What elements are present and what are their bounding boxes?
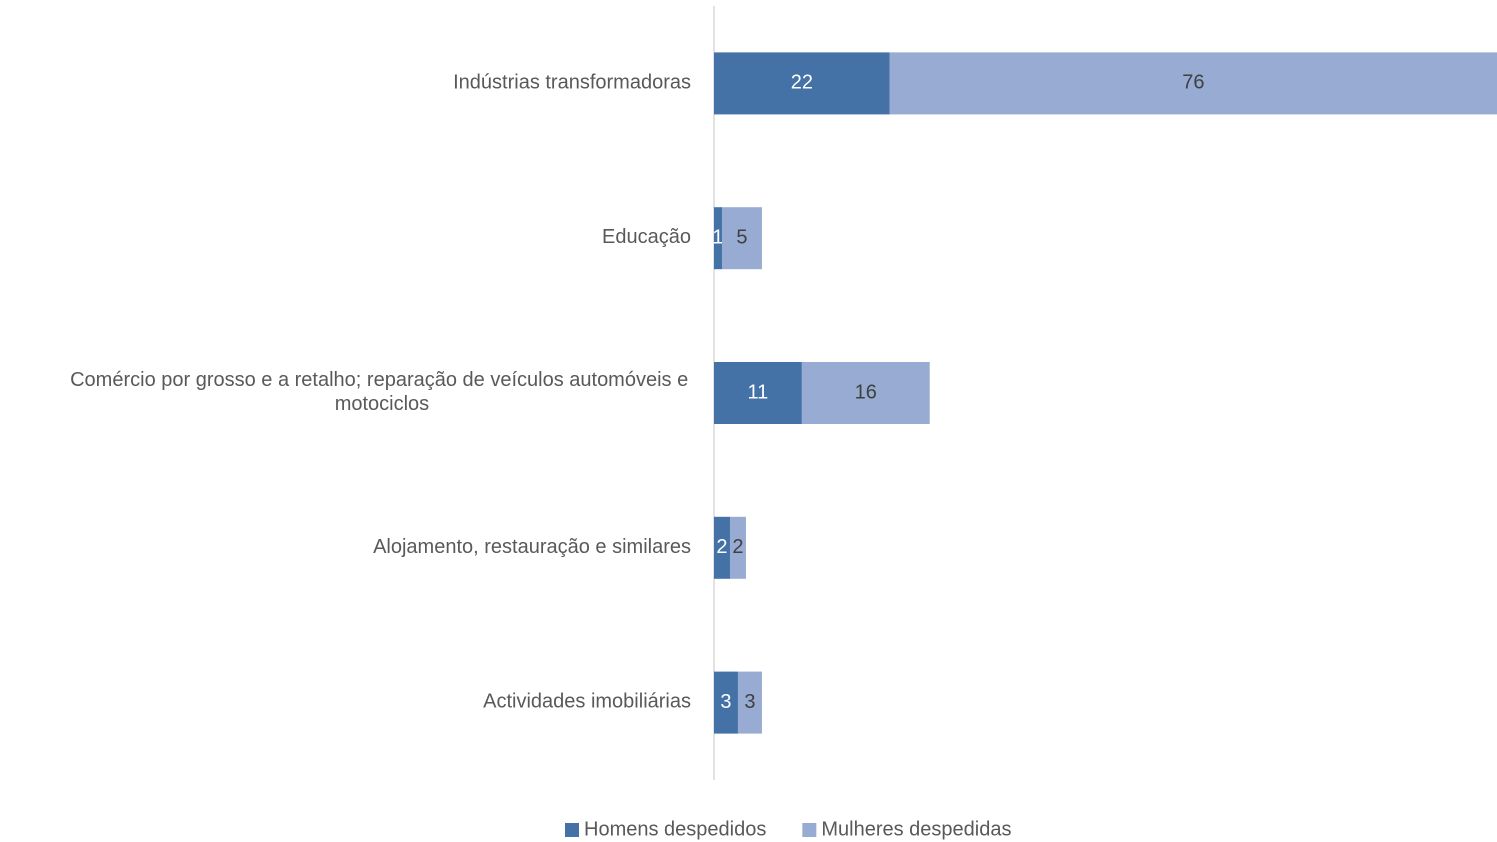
bar-segment: [737, 671, 762, 734]
value-label: 2: [732, 536, 743, 558]
bar-segment: [714, 516, 730, 579]
bar-segment: [714, 207, 722, 270]
value-label: 22: [791, 72, 813, 94]
value-label: 76: [1182, 72, 1204, 94]
value-label: 1: [712, 226, 723, 248]
bar-segment: [714, 671, 738, 734]
value-label: 3: [720, 691, 731, 713]
legend-label: Mulheres despedidas: [821, 818, 1011, 840]
bar-segment: [729, 516, 746, 579]
category-label: Comércio por grosso e a retalho; reparaç…: [70, 369, 694, 415]
bar-segment: [801, 362, 930, 424]
value-label: 11: [748, 381, 769, 403]
category-label: Alojamento, restauração e similares: [373, 536, 691, 558]
legend-label: Homens despedidos: [584, 818, 766, 840]
bar-segment: [714, 52, 890, 115]
category-label: Actividades imobiliárias: [483, 691, 691, 713]
value-label: 16: [855, 381, 877, 403]
bar-segment: [714, 362, 802, 424]
legend-swatch: [565, 823, 579, 837]
value-label: 5: [736, 226, 747, 248]
value-label: 2: [716, 536, 727, 558]
category-label: Indústrias transformadoras: [453, 72, 691, 94]
category-label: Educação: [602, 226, 691, 248]
bar-segment: [721, 207, 762, 270]
legend-swatch: [802, 823, 817, 837]
bar-segment: [889, 52, 1497, 115]
value-label: 3: [744, 691, 755, 713]
